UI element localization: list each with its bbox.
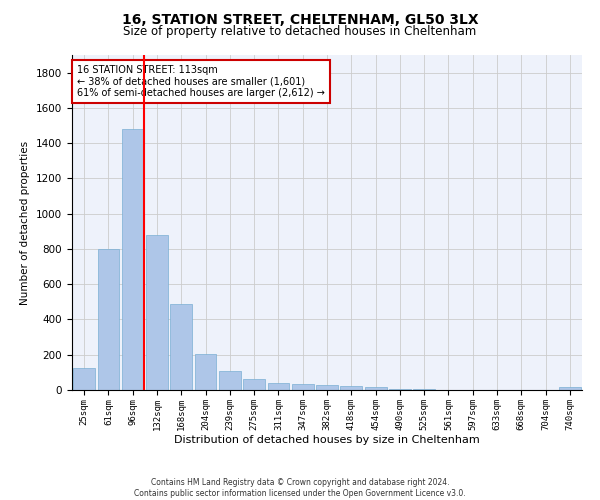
Text: Contains HM Land Registry data © Crown copyright and database right 2024.
Contai: Contains HM Land Registry data © Crown c… xyxy=(134,478,466,498)
Bar xyxy=(268,383,289,390)
Bar xyxy=(292,384,314,390)
Y-axis label: Number of detached properties: Number of detached properties xyxy=(20,140,31,304)
X-axis label: Distribution of detached houses by size in Cheltenham: Distribution of detached houses by size … xyxy=(174,436,480,446)
Bar xyxy=(122,129,143,390)
Bar xyxy=(194,354,217,390)
Bar xyxy=(97,249,119,390)
Bar xyxy=(73,368,95,390)
Bar xyxy=(316,384,338,390)
Text: Size of property relative to detached houses in Cheltenham: Size of property relative to detached ho… xyxy=(124,25,476,38)
Text: 16, STATION STREET, CHELTENHAM, GL50 3LX: 16, STATION STREET, CHELTENHAM, GL50 3LX xyxy=(122,12,478,26)
Bar xyxy=(340,386,362,390)
Bar xyxy=(559,388,581,390)
Bar xyxy=(219,372,241,390)
Bar xyxy=(146,235,168,390)
Bar xyxy=(365,388,386,390)
Bar xyxy=(243,378,265,390)
Text: 16 STATION STREET: 113sqm
← 38% of detached houses are smaller (1,601)
61% of se: 16 STATION STREET: 113sqm ← 38% of detac… xyxy=(77,65,325,98)
Bar xyxy=(170,304,192,390)
